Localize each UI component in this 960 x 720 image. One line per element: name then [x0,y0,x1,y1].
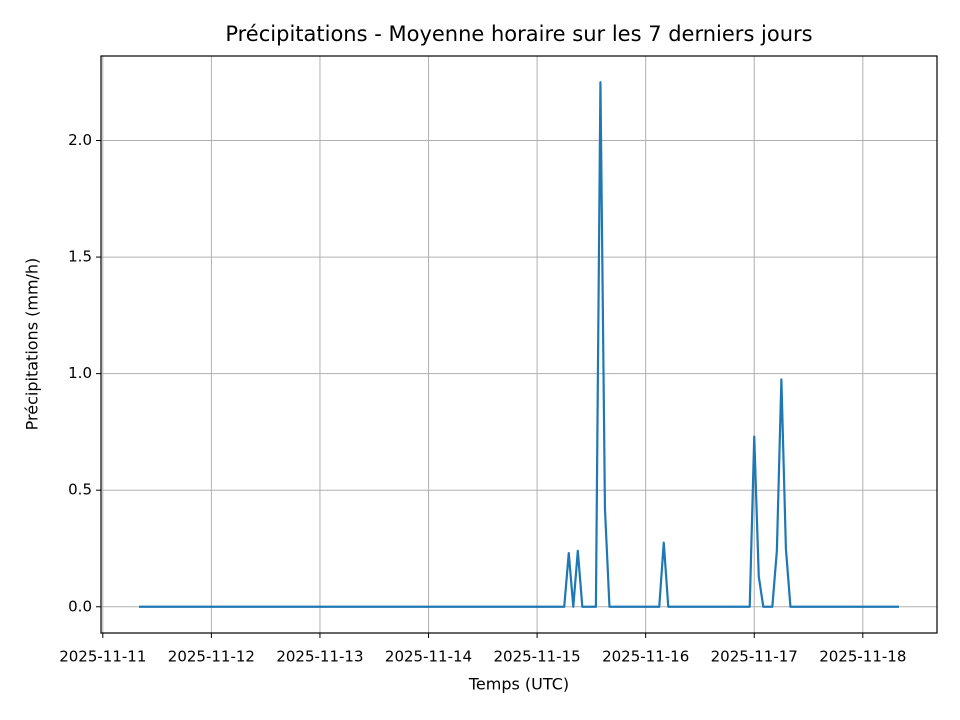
plot-area: 0.0 0.5 1.0 1.5 2.0 2025-11-11 2025-11-12 2025-… [59,55,938,666]
x-tick-label: 2025-11-17 [711,648,798,666]
chart-title: Précipitations - Moyenne horaire sur les… [225,22,812,46]
data-line [139,81,899,608]
x-tick-label: 2025-11-14 [385,648,472,666]
x-tick-label: 2025-11-12 [168,648,255,666]
x-tick-label: 2025-11-16 [602,648,689,666]
y-tick-label: 2.0 [68,131,92,149]
y-tick-label: 1.5 [68,248,92,266]
y-tick-label: 0.5 [68,481,92,499]
y-tick-label: 1.0 [68,364,92,382]
x-tick-label: 2025-11-15 [494,648,581,666]
x-axis-label: Temps (UTC) [468,675,569,694]
x-tick-label: 2025-11-13 [276,648,363,666]
y-axis-label: Précipitations (mm/h) [23,258,42,431]
x-tick-label: 2025-11-18 [819,648,906,666]
axes-frame [100,55,938,634]
y-tick-label: 0.0 [68,597,92,615]
x-tick-label: 2025-11-11 [59,648,146,666]
